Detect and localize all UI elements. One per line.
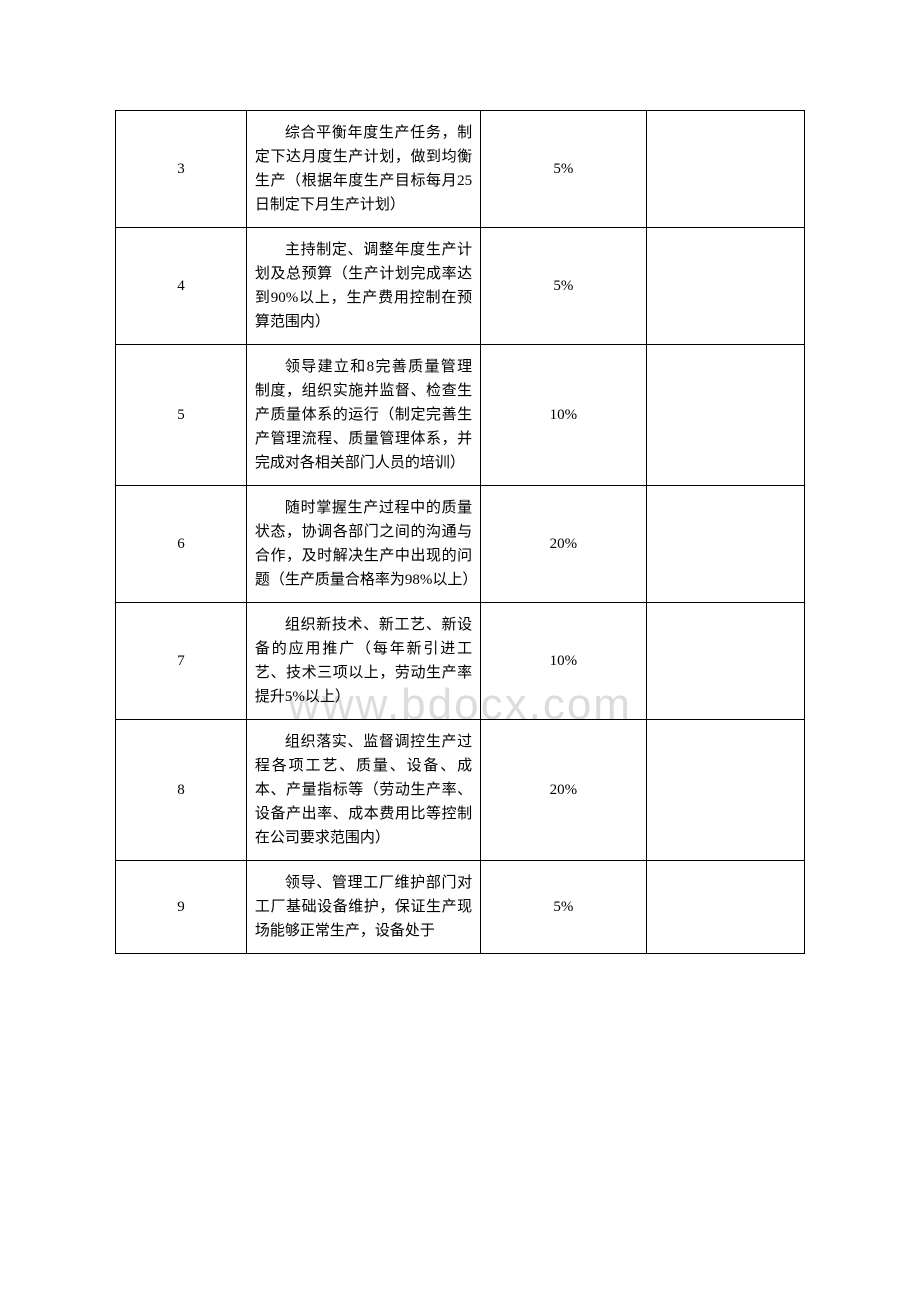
row-number: 3: [116, 111, 247, 228]
table-row: 7 组织新技术、新工艺、新设备的应用推广（每年新引进工艺、技术三项以上，劳动生产…: [116, 603, 805, 720]
row-percentage: 20%: [481, 486, 646, 603]
responsibilities-table: 3 综合平衡年度生产任务，制定下达月度生产计划，做到均衡生产（根据年度生产目标每…: [115, 110, 805, 954]
row-number: 6: [116, 486, 247, 603]
row-percentage: 10%: [481, 603, 646, 720]
row-empty: [646, 603, 804, 720]
row-number: 5: [116, 345, 247, 486]
row-empty: [646, 486, 804, 603]
table-row: 9 领导、管理工厂维护部门对工厂基础设备维护，保证生产现场能够正常生产，设备处于…: [116, 861, 805, 954]
table-row: 6 随时掌握生产过程中的质量状态，协调各部门之间的沟通与合作，及时解决生产中出现…: [116, 486, 805, 603]
row-description: 组织落实、监督调控生产过程各项工艺、质量、设备、成本、产量指标等（劳动生产率、设…: [246, 720, 480, 861]
row-percentage: 5%: [481, 228, 646, 345]
row-percentage: 10%: [481, 345, 646, 486]
row-percentage: 5%: [481, 111, 646, 228]
table-row: 3 综合平衡年度生产任务，制定下达月度生产计划，做到均衡生产（根据年度生产目标每…: [116, 111, 805, 228]
row-description: 主持制定、调整年度生产计划及总预算（生产计划完成率达到90%以上，生产费用控制在…: [246, 228, 480, 345]
row-number: 8: [116, 720, 247, 861]
row-percentage: 20%: [481, 720, 646, 861]
row-number: 9: [116, 861, 247, 954]
row-description: 随时掌握生产过程中的质量状态，协调各部门之间的沟通与合作，及时解决生产中出现的问…: [246, 486, 480, 603]
table-body: 3 综合平衡年度生产任务，制定下达月度生产计划，做到均衡生产（根据年度生产目标每…: [116, 111, 805, 954]
row-empty: [646, 720, 804, 861]
row-empty: [646, 228, 804, 345]
table-row: 8 组织落实、监督调控生产过程各项工艺、质量、设备、成本、产量指标等（劳动生产率…: [116, 720, 805, 861]
row-number: 7: [116, 603, 247, 720]
table-row: 5 领导建立和8完善质量管理制度，组织实施并监督、检查生产质量体系的运行（制定完…: [116, 345, 805, 486]
row-description: 领导建立和8完善质量管理制度，组织实施并监督、检查生产质量体系的运行（制定完善生…: [246, 345, 480, 486]
row-description: 组织新技术、新工艺、新设备的应用推广（每年新引进工艺、技术三项以上，劳动生产率提…: [246, 603, 480, 720]
row-description: 综合平衡年度生产任务，制定下达月度生产计划，做到均衡生产（根据年度生产目标每月2…: [246, 111, 480, 228]
row-empty: [646, 861, 804, 954]
table-container: 3 综合平衡年度生产任务，制定下达月度生产计划，做到均衡生产（根据年度生产目标每…: [115, 110, 805, 954]
row-number: 4: [116, 228, 247, 345]
table-row: 4 主持制定、调整年度生产计划及总预算（生产计划完成率达到90%以上，生产费用控…: [116, 228, 805, 345]
row-description: 领导、管理工厂维护部门对工厂基础设备维护，保证生产现场能够正常生产，设备处于: [246, 861, 480, 954]
row-empty: [646, 111, 804, 228]
row-percentage: 5%: [481, 861, 646, 954]
row-empty: [646, 345, 804, 486]
